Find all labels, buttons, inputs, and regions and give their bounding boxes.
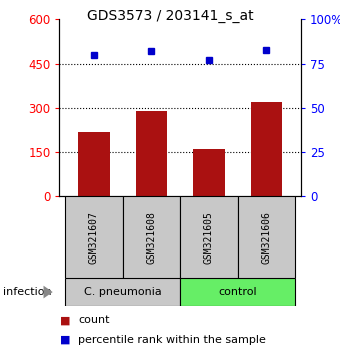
Text: C. pneumonia: C. pneumonia	[84, 287, 162, 297]
Text: count: count	[78, 315, 110, 325]
Bar	[65, 278, 180, 306]
Text: ■: ■	[59, 315, 70, 325]
Text: GSM321608: GSM321608	[147, 211, 156, 264]
Bar	[180, 278, 295, 306]
Bar	[193, 149, 225, 196]
Text: control: control	[218, 287, 257, 297]
Text: ■: ■	[59, 335, 70, 345]
Polygon shape	[44, 286, 53, 298]
Bar	[123, 196, 180, 278]
Bar	[78, 132, 110, 196]
Text: GSM321607: GSM321607	[89, 211, 99, 264]
Bar	[136, 111, 167, 196]
Text: GDS3573 / 203141_s_at: GDS3573 / 203141_s_at	[87, 9, 253, 23]
Bar	[65, 196, 123, 278]
Text: GSM321606: GSM321606	[261, 211, 271, 264]
Text: infection: infection	[3, 287, 52, 297]
Text: GSM321605: GSM321605	[204, 211, 214, 264]
Text: percentile rank within the sample: percentile rank within the sample	[78, 335, 266, 345]
Bar	[180, 196, 238, 278]
Bar	[251, 102, 282, 196]
Bar	[238, 196, 295, 278]
